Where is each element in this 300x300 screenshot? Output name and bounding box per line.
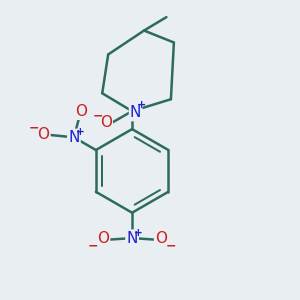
Text: −: − [166, 240, 176, 253]
Text: O: O [100, 115, 112, 130]
Text: O: O [75, 104, 87, 119]
Text: −: − [28, 122, 39, 135]
Text: +: + [134, 228, 143, 238]
Text: N: N [126, 231, 138, 246]
Text: +: + [76, 127, 85, 137]
Text: N: N [68, 130, 80, 145]
Text: −: − [88, 240, 98, 253]
Text: +: + [137, 100, 146, 110]
Text: −: − [92, 109, 103, 122]
Text: O: O [38, 127, 50, 142]
Text: O: O [155, 232, 167, 247]
Text: O: O [97, 232, 109, 247]
Text: N: N [130, 105, 141, 120]
